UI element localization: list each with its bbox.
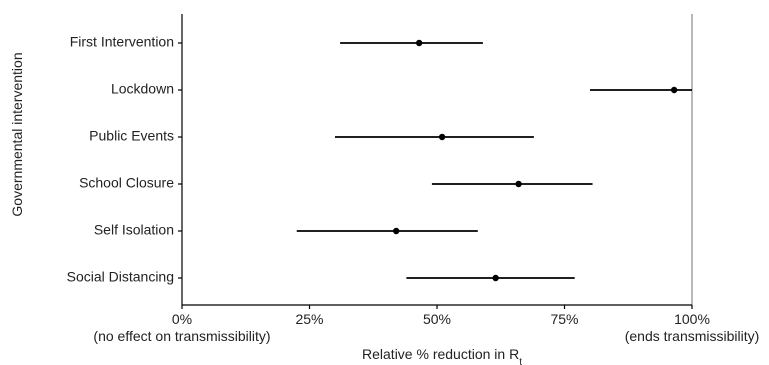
y-tick-label: Social Distancing <box>67 269 174 285</box>
data-point <box>393 227 400 235</box>
data-point <box>415 39 423 47</box>
data-point <box>515 180 522 188</box>
x-axis-title: Relative % reduction in Rt <box>362 346 522 365</box>
y-tick-label: First Intervention <box>70 34 174 50</box>
y-axis-title: Governmental intervention <box>9 52 25 216</box>
y-tick-label: Lockdown <box>111 81 174 97</box>
x-tick-label: 100% <box>674 311 710 327</box>
x-tick-label: 0% <box>172 311 192 327</box>
x-tick-sublabel: (ends transmissibility) <box>625 328 760 344</box>
x-tick-label: 75% <box>550 311 578 327</box>
y-tick-label: Self Isolation <box>94 222 174 238</box>
x-tick-sublabel: (no effect on transmissibility) <box>93 328 270 344</box>
x-tick-label: 50% <box>423 311 451 327</box>
data-point <box>670 86 678 94</box>
y-tick-label: School Closure <box>79 175 174 191</box>
data-point <box>438 133 446 141</box>
y-tick-label: Public Events <box>89 128 174 144</box>
x-tick-label: 25% <box>295 311 323 327</box>
data-point <box>492 274 499 282</box>
